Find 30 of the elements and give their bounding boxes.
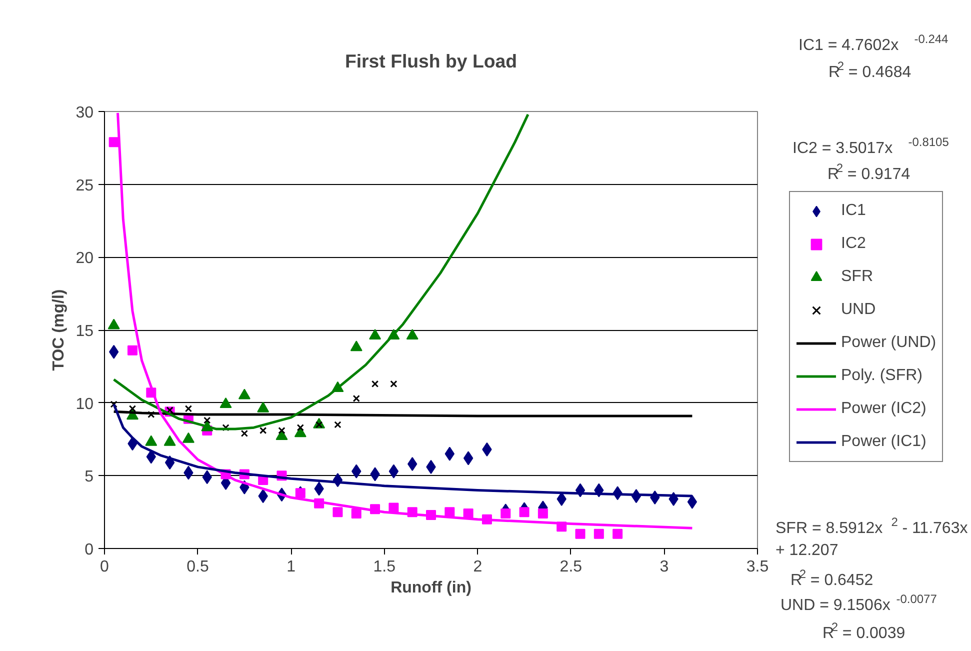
y-tick-label: 15 [76, 323, 94, 340]
y-tick-label: 25 [76, 177, 94, 194]
y-tick-label: 10 [76, 396, 94, 413]
legend-label: Poly. (SFR) [841, 366, 922, 386]
x-tick-label: 0.5 [186, 558, 210, 576]
y-tick-label: 30 [76, 104, 94, 122]
line-series [112, 113, 530, 430]
x-tick-label: 2 [473, 558, 482, 576]
y-tick-label: 5 [84, 468, 94, 486]
y-tick-label: 0 [84, 542, 94, 558]
chart-title: First Flush by Load [344, 50, 518, 72]
x-tick-label: 1 [286, 558, 296, 576]
x-tick-label: 2.5 [560, 558, 582, 576]
text: IC1 = 4.7602x-0.244 [798, 32, 949, 54]
legend-label: SFR [841, 267, 873, 287]
text: IC2 = 3.5017x-0.8105 [792, 135, 950, 157]
legend-label: IC2 [841, 234, 866, 254]
legend-label: Power (IC1) [841, 432, 926, 452]
x-axis-title: Runoff (in) [390, 580, 472, 596]
y-axis-title: TOC (mg/l) [50, 289, 68, 371]
y-tick-label: 20 [76, 250, 94, 268]
legend-label: Power (UND) [841, 333, 936, 353]
x-tick-label: 3.5 [746, 558, 769, 576]
text: UND = 9.1506x-0.0077 [780, 592, 938, 614]
x-tick-label: 0 [100, 558, 110, 576]
legend-label: UND [841, 300, 876, 320]
legend-label: Power (IC2) [841, 399, 926, 419]
x-tick-label: 1.5 [373, 558, 396, 576]
legend-label: IC1 [841, 201, 866, 221]
x-tick-label: 3 [660, 558, 669, 576]
